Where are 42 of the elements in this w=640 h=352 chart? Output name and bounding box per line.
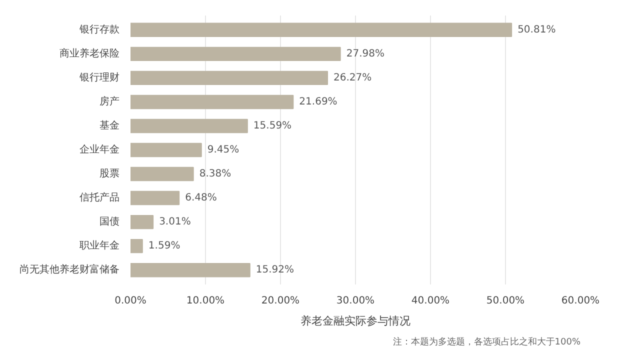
bar (130, 262, 250, 278)
data-label: 9.45% (207, 144, 240, 156)
text: 注：本题为多选题，各选项占比之和大于100% (392, 336, 581, 348)
bar (130, 94, 294, 110)
y-tick-label: 国债 (100, 216, 120, 228)
bar (130, 118, 248, 134)
bar (130, 46, 341, 62)
y-tick-label: 银行理财 (78, 71, 120, 84)
data-label: 1.59% (148, 240, 180, 252)
x-tick-label: 50.00% (486, 296, 525, 306)
bar (130, 214, 154, 230)
bar (130, 238, 143, 254)
data-label: 15.59% (253, 120, 292, 132)
y-tick-label: 职业年金 (80, 240, 120, 252)
x-tick-label: 40.00% (411, 296, 450, 306)
data-label: 21.69% (299, 96, 338, 108)
data-label: 26.27% (334, 72, 372, 84)
x-tick-label: 30.00% (336, 296, 375, 306)
y-tick-label: 银行存款 (78, 23, 120, 36)
data-label: 3.01% (159, 216, 191, 228)
data-label: 8.38% (199, 168, 232, 180)
y-tick-label: 房产 (100, 95, 120, 108)
x-tick-label: 0.00% (114, 296, 146, 306)
data-label: 15.92% (256, 264, 294, 276)
y-tick-label: 基金 (100, 119, 120, 132)
bar (130, 166, 194, 182)
data-label: 27.98% (346, 48, 384, 60)
data-label: 50.81% (518, 24, 556, 36)
x-tick-label: 60.00% (561, 296, 600, 306)
y-tick-label: 信托产品 (80, 192, 120, 204)
data-label: 6.48% (185, 192, 217, 204)
y-tick-label: 股票 (100, 168, 120, 180)
x-axis-title: 养老金融实际参与情况 (300, 314, 410, 328)
y-tick-label: 企业年金 (80, 144, 120, 156)
x-tick-label: 20.00% (261, 296, 300, 306)
bar (130, 190, 180, 206)
x-tick-label: 10.00% (186, 296, 225, 306)
bar (130, 70, 328, 86)
bar (130, 142, 202, 158)
bar (130, 22, 512, 38)
y-tick-label: 尚无其他养老财富储备 (20, 264, 120, 276)
y-tick-label: 商业养老保险 (60, 47, 120, 60)
